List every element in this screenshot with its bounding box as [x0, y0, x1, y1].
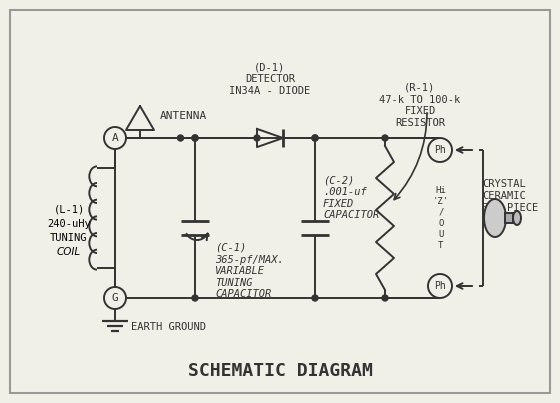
Text: CRYSTAL
CERAMIC
EAR-PIECE: CRYSTAL CERAMIC EAR-PIECE	[482, 179, 538, 213]
Text: Hi
'Z'
/
O
U
T: Hi 'Z' / O U T	[433, 186, 449, 250]
Text: A: A	[111, 133, 118, 143]
Text: TUNING: TUNING	[50, 233, 88, 243]
Ellipse shape	[484, 199, 506, 237]
Circle shape	[192, 295, 198, 301]
Circle shape	[104, 287, 126, 309]
Text: 240-uHy: 240-uHy	[47, 219, 91, 229]
Text: Ph: Ph	[434, 145, 446, 155]
Circle shape	[382, 295, 388, 301]
Circle shape	[178, 135, 184, 141]
Text: EARTH GROUND: EARTH GROUND	[131, 322, 206, 332]
Text: G: G	[111, 293, 118, 303]
Text: (C-2)
.001-uf
FIXED
CAPACITOR: (C-2) .001-uf FIXED CAPACITOR	[323, 176, 379, 220]
Circle shape	[254, 135, 260, 141]
Circle shape	[104, 127, 126, 149]
Circle shape	[312, 295, 318, 301]
Text: (R-1)
47-k TO 100-k
FIXED
RESISTOR: (R-1) 47-k TO 100-k FIXED RESISTOR	[379, 83, 461, 128]
Ellipse shape	[513, 211, 521, 225]
Circle shape	[192, 135, 198, 141]
Text: COIL: COIL	[57, 247, 81, 257]
Circle shape	[312, 135, 318, 141]
Circle shape	[192, 135, 198, 141]
Text: (D-1)
DETECTOR
IN34A - DIODE: (D-1) DETECTOR IN34A - DIODE	[230, 63, 311, 96]
Text: ANTENNA: ANTENNA	[160, 111, 207, 121]
Circle shape	[428, 274, 452, 298]
Text: Ph: Ph	[434, 281, 446, 291]
Text: (C-1)
365-pf/MAX.
VARIABLE
TUNING
CAPACITOR: (C-1) 365-pf/MAX. VARIABLE TUNING CAPACI…	[215, 243, 284, 299]
Circle shape	[312, 135, 318, 141]
Bar	[505, 213, 513, 223]
Text: (L-1): (L-1)	[53, 205, 85, 215]
Circle shape	[428, 138, 452, 162]
Text: SCHEMATIC DIAGRAM: SCHEMATIC DIAGRAM	[188, 362, 372, 380]
Circle shape	[382, 135, 388, 141]
